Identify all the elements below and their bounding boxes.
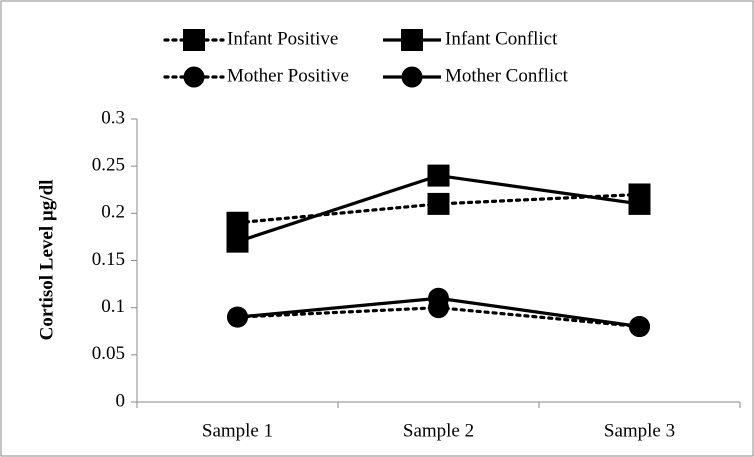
- y-tick-label: 0.3: [101, 107, 125, 128]
- y-tick-label: 0.2: [101, 202, 125, 223]
- y-tick-label: 0.25: [92, 155, 125, 176]
- legend-marker: [183, 29, 205, 51]
- data-point: [226, 211, 249, 234]
- data-point: [628, 192, 651, 215]
- legend-label: Mother Conflict: [445, 65, 569, 86]
- legend-marker: [401, 29, 423, 51]
- data-point: [428, 287, 449, 309]
- x-tick-label: Sample 1: [202, 420, 273, 441]
- y-tick-label: 0.15: [92, 249, 125, 270]
- y-axis-label: Cortisol Level µg/dl: [36, 180, 57, 341]
- legend-label: Infant Conflict: [445, 28, 558, 49]
- y-tick-label: 0.05: [92, 343, 125, 364]
- x-tick-label: Sample 2: [403, 420, 474, 441]
- legend-marker: [183, 66, 205, 88]
- legend-marker: [401, 66, 423, 88]
- y-tick-label: 0.1: [101, 296, 125, 317]
- data-point: [427, 192, 450, 215]
- legend-label: Mother Positive: [227, 65, 349, 86]
- data-point: [629, 316, 650, 338]
- x-tick-label: Sample 3: [604, 420, 675, 441]
- data-point: [227, 306, 248, 328]
- y-tick-label: 0: [116, 390, 126, 411]
- legend-label: Infant Positive: [227, 28, 338, 49]
- data-point: [226, 230, 249, 253]
- data-point: [427, 164, 450, 187]
